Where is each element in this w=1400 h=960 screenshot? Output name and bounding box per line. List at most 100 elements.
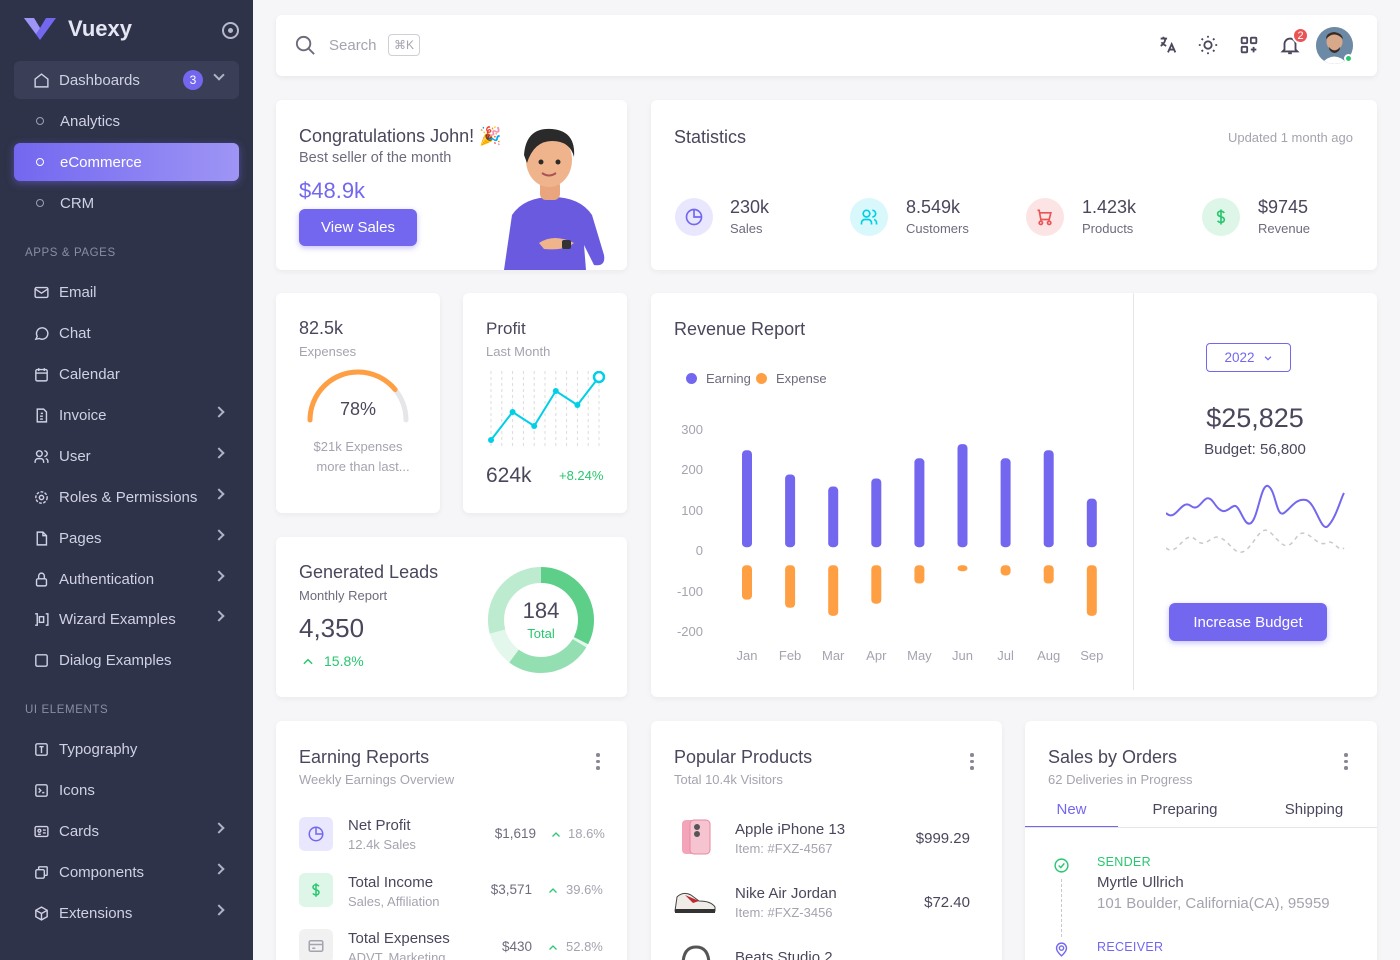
legend-expense-swatch	[756, 373, 767, 384]
chevron-right-icon	[213, 570, 225, 582]
brand-name: Vuexy	[68, 16, 133, 41]
chat-icon	[32, 324, 50, 342]
y-axis-tick-label: 300	[681, 422, 703, 437]
revenue-bar-chart-svg	[742, 444, 1097, 616]
earning-bar	[914, 458, 925, 548]
tab-preparing[interactable]: Preparing	[1152, 801, 1218, 818]
sidebar-item-wizard[interactable]: Wizard Examples	[14, 600, 239, 638]
revenue-title: Revenue Report	[674, 319, 806, 339]
section-apps-pages: APPS & PAGES	[25, 247, 116, 259]
components-icon	[32, 863, 50, 881]
x-axis-tick-label: Jan	[736, 648, 758, 663]
earning-bar	[871, 478, 882, 548]
total-income-icon-wrap	[299, 873, 333, 907]
sidebar-item-pages[interactable]: Pages	[14, 519, 239, 557]
more-vertical-icon[interactable]	[970, 753, 974, 773]
x-axis-tick-label: Jul	[997, 648, 1014, 663]
leads-title: Generated Leads	[299, 562, 439, 582]
sidebar-item-authentication[interactable]: Authentication	[14, 560, 239, 598]
legend-earning-label: Earning	[706, 371, 751, 386]
earning-row-value: $1,619	[494, 826, 536, 841]
sidebar-item-extensions[interactable]: Extensions	[14, 894, 239, 932]
statistics-updated: Updated 1 month ago	[1227, 130, 1353, 145]
timeline-connector	[1061, 879, 1062, 937]
apps-icon[interactable]	[1238, 34, 1260, 56]
net-profit-icon-wrap	[299, 817, 333, 851]
sidebar-item-user[interactable]: User	[14, 437, 239, 475]
vuexy-logo-icon	[24, 18, 56, 40]
sidebar-item-label: Dashboards	[59, 71, 140, 89]
tab-shipping[interactable]: Shipping	[1284, 801, 1344, 818]
total-expenses-icon-wrap	[299, 929, 333, 960]
wizard-icon	[32, 610, 50, 628]
sidebar-item-typography[interactable]: Typography	[14, 730, 239, 768]
tab-new[interactable]: New	[1056, 801, 1087, 818]
top-navbar: Search ⌘K 2	[276, 15, 1377, 76]
revenue-budget: Budget: 56,800	[1204, 441, 1306, 458]
sidebar-item-components[interactable]: Components	[14, 853, 239, 891]
sidebar-item-invoice[interactable]: Invoice	[14, 396, 239, 434]
circle-icon	[36, 158, 44, 166]
congrats-title: Congratulations John! 🎉	[299, 126, 502, 146]
leads-donut-chart	[488, 567, 594, 673]
increase-budget-button[interactable]: Increase Budget	[1169, 603, 1327, 641]
divider	[1133, 293, 1134, 690]
sidebar-item-cards[interactable]: Cards	[14, 812, 239, 850]
profit-value: 624k	[486, 464, 532, 487]
sidebar-pin-toggle[interactable]	[222, 22, 239, 39]
sun-icon[interactable]	[1197, 34, 1219, 56]
earning-bar	[1086, 498, 1097, 548]
sidebar-item-label: User	[59, 447, 91, 465]
more-vertical-icon[interactable]	[596, 753, 600, 773]
legend-expense-label: Expense	[776, 371, 827, 386]
translate-icon[interactable]	[1157, 34, 1179, 56]
product-sku: Item: #FXZ-3456	[735, 905, 833, 920]
sidebar-item-crm[interactable]: CRM	[14, 184, 239, 222]
avatar[interactable]	[1316, 27, 1353, 64]
sidebar-item-email[interactable]: Email	[14, 273, 239, 311]
typography-icon	[32, 740, 50, 758]
profit-change: +8.24%	[559, 468, 604, 483]
earning-row-title: Net Profit	[348, 817, 411, 834]
expenses-label: Expenses	[299, 344, 357, 359]
earning-bar	[742, 450, 752, 548]
brand-logo[interactable]: Vuexy	[24, 16, 132, 42]
chart-pie-icon	[308, 826, 324, 842]
sidebar-item-chat[interactable]: Chat	[14, 314, 239, 352]
sparkline-point	[574, 402, 581, 408]
search-icon[interactable]	[294, 34, 317, 57]
y-axis-tick-label: -200	[676, 624, 703, 639]
sender-address: 101 Boulder, California(CA), 95959	[1097, 895, 1330, 912]
circle-icon	[36, 199, 44, 207]
budget-line-chart	[1166, 485, 1345, 553]
more-vertical-icon[interactable]	[1344, 753, 1348, 773]
revenue-amount: $25,825	[1206, 403, 1304, 433]
earning-row-sub: Sales, Affiliation	[348, 894, 440, 909]
popular-subtitle: Total 10.4k Visitors	[674, 772, 783, 787]
headphones-product-image	[681, 945, 711, 960]
sidebar: Vuexy Dashboards 3 Analytics eCommerce C…	[0, 0, 253, 960]
view-sales-button[interactable]: View Sales	[299, 209, 417, 246]
expense-bar	[785, 565, 796, 608]
sidebar-item-roles[interactable]: Roles & Permissions	[14, 478, 239, 516]
search-input[interactable]: Search	[329, 37, 377, 54]
calendar-icon	[32, 365, 50, 383]
sparkline-point	[531, 423, 538, 429]
sidebar-item-calendar[interactable]: Calendar	[14, 355, 239, 393]
stat-customers-icon-wrap	[850, 198, 888, 236]
users-icon	[860, 209, 878, 225]
earning-row-title: Total Expenses	[348, 930, 450, 947]
sidebar-item-label: Components	[59, 863, 145, 881]
sidebar-item-icons[interactable]: Icons	[14, 771, 239, 809]
earning-bar	[1000, 458, 1011, 548]
box-icon	[32, 904, 50, 922]
earning-row-sub: ADVT, Marketing	[348, 950, 446, 960]
sender-label: SENDER	[1097, 855, 1151, 869]
sidebar-item-analytics[interactable]: Analytics	[14, 102, 239, 140]
year-dropdown[interactable]: 2022	[1206, 343, 1291, 372]
search-shortcut: ⌘K	[388, 34, 421, 56]
sidebar-item-dashboards[interactable]: Dashboards 3	[14, 61, 239, 99]
sidebar-item-dialog[interactable]: Dialog Examples	[14, 641, 239, 679]
sidebar-item-ecommerce[interactable]: eCommerce	[14, 143, 239, 181]
product-price: $72.40	[924, 894, 970, 911]
